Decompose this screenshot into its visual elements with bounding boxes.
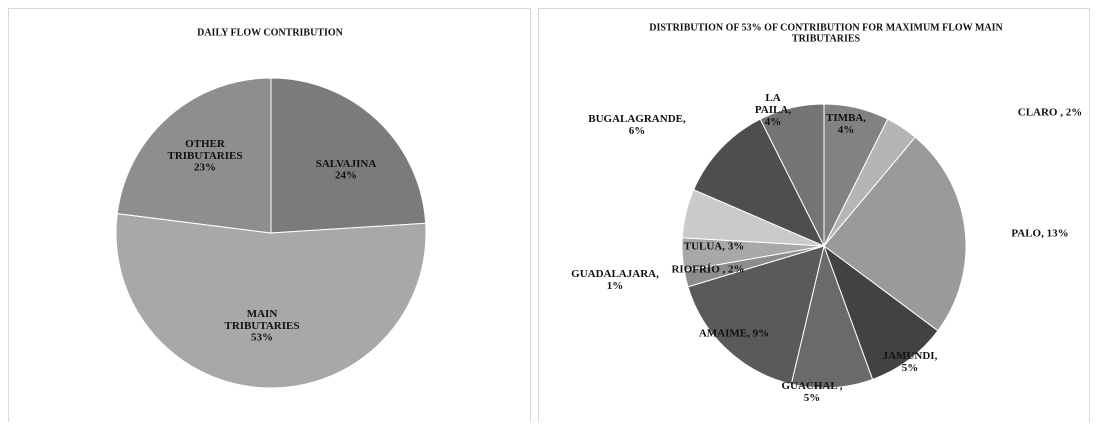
slice-label: TIMBA, 4% <box>826 112 866 136</box>
slice-label: TULUA, 3% <box>684 241 745 253</box>
slice-label: SALVAJINA <box>316 158 377 170</box>
pie-slice <box>115 213 427 389</box>
slice-label: LA PAILA, 4% <box>755 92 791 128</box>
slice-label: GUACHAL , 5% <box>781 380 842 404</box>
pie-slice <box>823 136 967 332</box>
pie-slice <box>687 245 825 385</box>
pie-slice <box>692 118 826 248</box>
value-label: 24% <box>335 170 357 182</box>
slice-label: GUADALAJARA, 1% <box>571 268 659 292</box>
slice-label: AMAIME, 9% <box>699 328 769 340</box>
pie-slice <box>116 77 272 234</box>
slice-label: OTHER TRIBUTARIES <box>168 138 243 162</box>
chart-title: DAILY FLOW CONTRIBUTION <box>197 27 344 38</box>
pie-slice <box>790 244 874 389</box>
slice-label: PALO, 13% <box>1011 228 1068 240</box>
pie-slice <box>822 244 939 381</box>
slice-label: JAMUNDI, 5% <box>883 350 938 374</box>
slice-label: RIOFRÍO , 2% <box>671 264 744 276</box>
value-label: 53% <box>251 332 273 344</box>
pie-slice <box>759 103 825 247</box>
chart-title: DISTRIBUTION OF 53% OF CONTRIBUTION FOR … <box>649 23 1003 45</box>
value-label: 23% <box>194 162 216 174</box>
slice-label: MAIN TRIBUTARIES <box>225 308 300 332</box>
slice-label: CLARO , 2% <box>1018 107 1082 119</box>
pie-slice <box>270 77 427 234</box>
slice-label: BUGALAGRANDE, 6% <box>588 113 686 137</box>
